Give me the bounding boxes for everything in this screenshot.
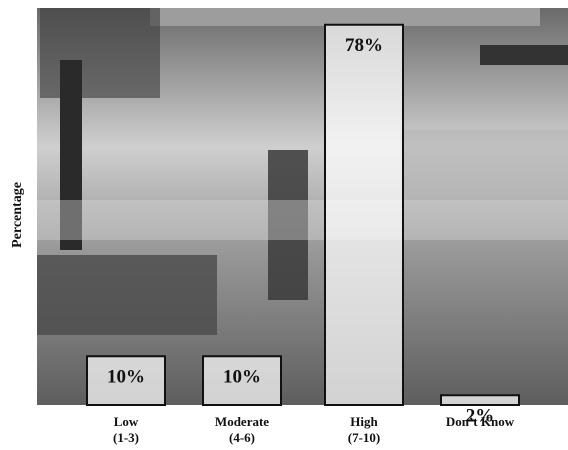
value-label: 10% (223, 367, 261, 388)
x-tick-label: Low (1-3) (71, 414, 181, 446)
value-label: 78% (345, 35, 383, 56)
x-tick-label: High (7-10) (309, 414, 419, 446)
chart: Percentage 10%10%78%2% (0, 0, 568, 450)
background-photo (37, 8, 568, 405)
x-tick-label: Don’t Know (425, 414, 535, 430)
x-tick-label: Moderate (4-6) (187, 414, 297, 446)
bar (325, 25, 403, 405)
y-axis-label: Percentage (10, 182, 25, 248)
value-label: 10% (107, 367, 145, 388)
bar (441, 395, 519, 405)
page: Percentage 10%10%78%2% (() => { const da… (0, 0, 568, 450)
